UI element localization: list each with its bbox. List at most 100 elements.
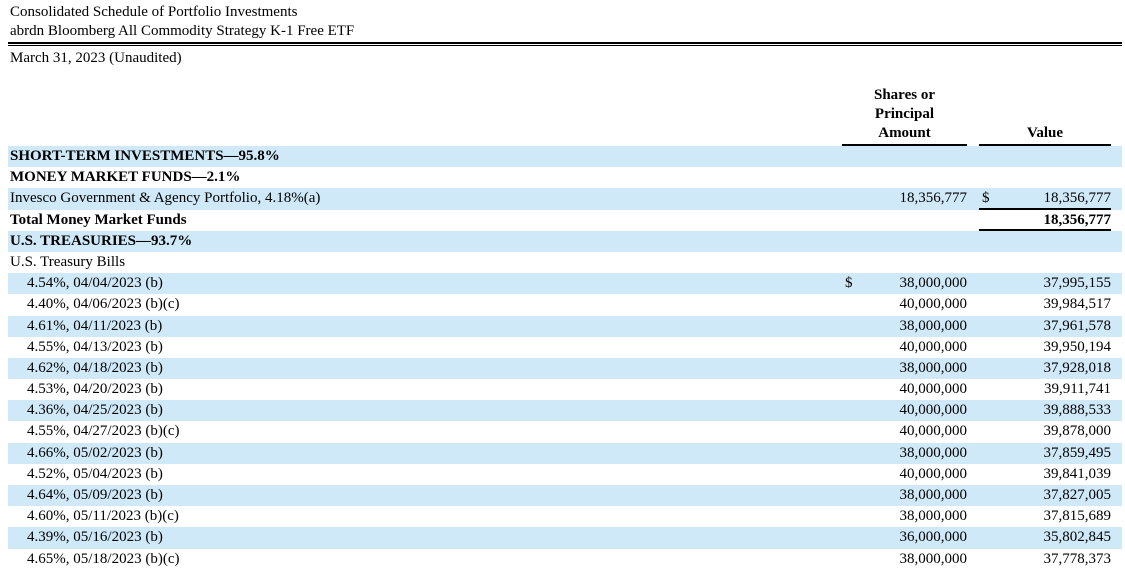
security-label: Invesco Government & Agency Portfolio, 4… [10,190,321,207]
shares-cell: 38,000,000 [842,358,968,379]
report-date: March 31, 2023 (Unaudited) [10,50,182,66]
table-row: SHORT-TERM INVESTMENTS—95.8% [8,146,1122,168]
shares-amount: 18,356,777 [899,190,968,207]
table-row: 4.61%, 04/11/2023 (b) 38,000,000 37,961,57… [8,315,1122,337]
shares-amount: 38,000,000 [899,317,968,334]
shares-amount: 40,000,000 [899,296,968,313]
column-gap [967,443,979,464]
market-value: 37,827,005 [1043,487,1112,503]
table-row: 4.40%, 04/06/2023 (b)(c) 40,000,000 39,984… [8,294,1122,315]
shares-amount: 38,000,000 [899,275,968,292]
right-padding [1111,464,1122,485]
market-value: 37,815,689 [1043,508,1112,525]
column-gap [967,379,979,400]
value-cell: 37,815,689 [979,506,1112,527]
security-label: 4.55%, 04/13/2023 (b) [27,338,163,355]
shares-amount: 38,000,000 [899,444,968,461]
value-cell: 39,911,741 [979,379,1111,400]
market-value: 39,950,194 [1043,338,1112,355]
shares-cell: 40,000,000 [842,464,968,485]
right-padding [1111,400,1122,421]
value-cell: 39,984,517 [979,294,1112,315]
right-padding [1111,294,1122,315]
shares-cell: 38,000,000 [842,506,968,527]
table-row: 4.53%, 04/20/2023 (b) 40,000,000 39,911,74… [8,379,1122,400]
dollar-sign: $ [982,190,990,207]
market-value: 35,802,845 [1043,529,1112,546]
right-padding [1111,443,1122,464]
column-gap [967,421,979,442]
value-cell: 18,356,777 [979,210,1111,231]
shares-amount: 40,000,000 [899,402,968,419]
dollar-sign: $ [845,275,853,292]
security-label: 4.39%, 05/16/2023 (b) [27,529,163,546]
shares-cell [842,252,967,273]
market-value: 37,961,578 [1043,317,1112,334]
column-gap [967,316,979,337]
security-label: MONEY MARKET FUNDS—2.1% [10,169,241,186]
value-cell: $18,356,777 [979,188,1112,210]
shares-amount: 38,000,000 [899,487,968,503]
shares-column-header: Shares or Principal Amount [842,86,967,146]
shares-cell: 40,000,000 [842,379,968,400]
shares-cell: 38,000,000 [842,443,968,464]
right-padding [1111,167,1122,188]
value-cell [979,252,1111,273]
table-row: U.S. Treasury Bills [8,252,1122,273]
shares-amount: 38,000,000 [899,359,968,376]
shares-cell: 38,000,000 [842,549,968,570]
market-value: 37,995,155 [1043,275,1112,292]
market-value: 39,888,533 [1043,402,1112,419]
market-value: 39,878,000 [1043,423,1112,440]
table-body: SHORT-TERM INVESTMENTS—95.8% MONEY MARKET… [8,146,1122,570]
table-row: Invesco Government & Agency Portfolio, 4… [8,188,1122,210]
right-padding [1111,210,1122,231]
shares-amount: 40,000,000 [899,465,968,482]
market-value: 37,778,373 [1043,550,1112,567]
shares-cell: 18,356,777 [842,188,968,209]
value-cell: 39,841,039 [979,464,1112,485]
column-gap [967,294,979,315]
column-gap [967,527,979,548]
value-cell: 37,827,005 [979,485,1112,506]
security-label: 4.61%, 04/11/2023 (b) [27,317,163,334]
shares-cell [842,146,967,167]
right-padding [1111,231,1122,252]
document-title: Consolidated Schedule of Portfolio Inves… [10,4,298,20]
security-label: 4.62%, 04/18/2023 (b) [27,359,163,376]
column-gap [967,485,979,506]
table-row: 4.64%, 05/09/2023 (b) 38,000,000 37,827,00… [8,485,1122,507]
value-cell: 39,888,533 [979,400,1112,421]
shares-cell: $38,000,000 [842,273,967,294]
market-value: 37,928,018 [1043,359,1112,376]
value-cell: 37,961,578 [979,316,1112,337]
table-row: 4.55%, 04/27/2023 (b)(c) 40,000,000 39,878… [8,421,1122,442]
shares-cell [842,210,967,231]
column-gap [967,167,979,188]
column-gap [967,337,979,358]
column-gap [967,146,979,167]
right-padding [1111,146,1122,167]
market-value: 18,356,777 [1043,190,1112,207]
shares-cell: 40,000,000 [842,400,968,421]
security-label: 4.53%, 04/20/2023 (b) [27,381,163,398]
market-value: 18,356,777 [1043,211,1112,228]
shares-cell: 40,000,000 [842,421,968,442]
table-row: 4.54%, 04/04/2023 (b) $38,000,000 37,995,1… [8,273,1122,295]
shares-cell [842,231,967,252]
investments-table: Shares or Principal Amount Value SHORT-T… [8,86,1122,570]
table-row: 4.55%, 04/13/2023 (b) 40,000,000 39,950,19… [8,337,1122,358]
right-padding [1111,337,1122,358]
document-header: Consolidated Schedule of Portfolio Inves… [0,0,1125,41]
column-header-row: Shares or Principal Amount Value [8,86,1122,146]
value-cell [979,146,1111,167]
column-gap [967,549,979,570]
column-gap [967,252,979,273]
security-label: 4.36%, 04/25/2023 (b) [27,402,163,419]
security-label: 4.60%, 05/11/2023 (b)(c) [27,508,179,525]
shares-amount: 36,000,000 [899,529,968,546]
column-gap [967,231,979,252]
security-label: SHORT-TERM INVESTMENTS—95.8% [10,148,280,164]
column-gap [967,506,979,527]
security-label: 4.55%, 04/27/2023 (b)(c) [27,423,180,440]
